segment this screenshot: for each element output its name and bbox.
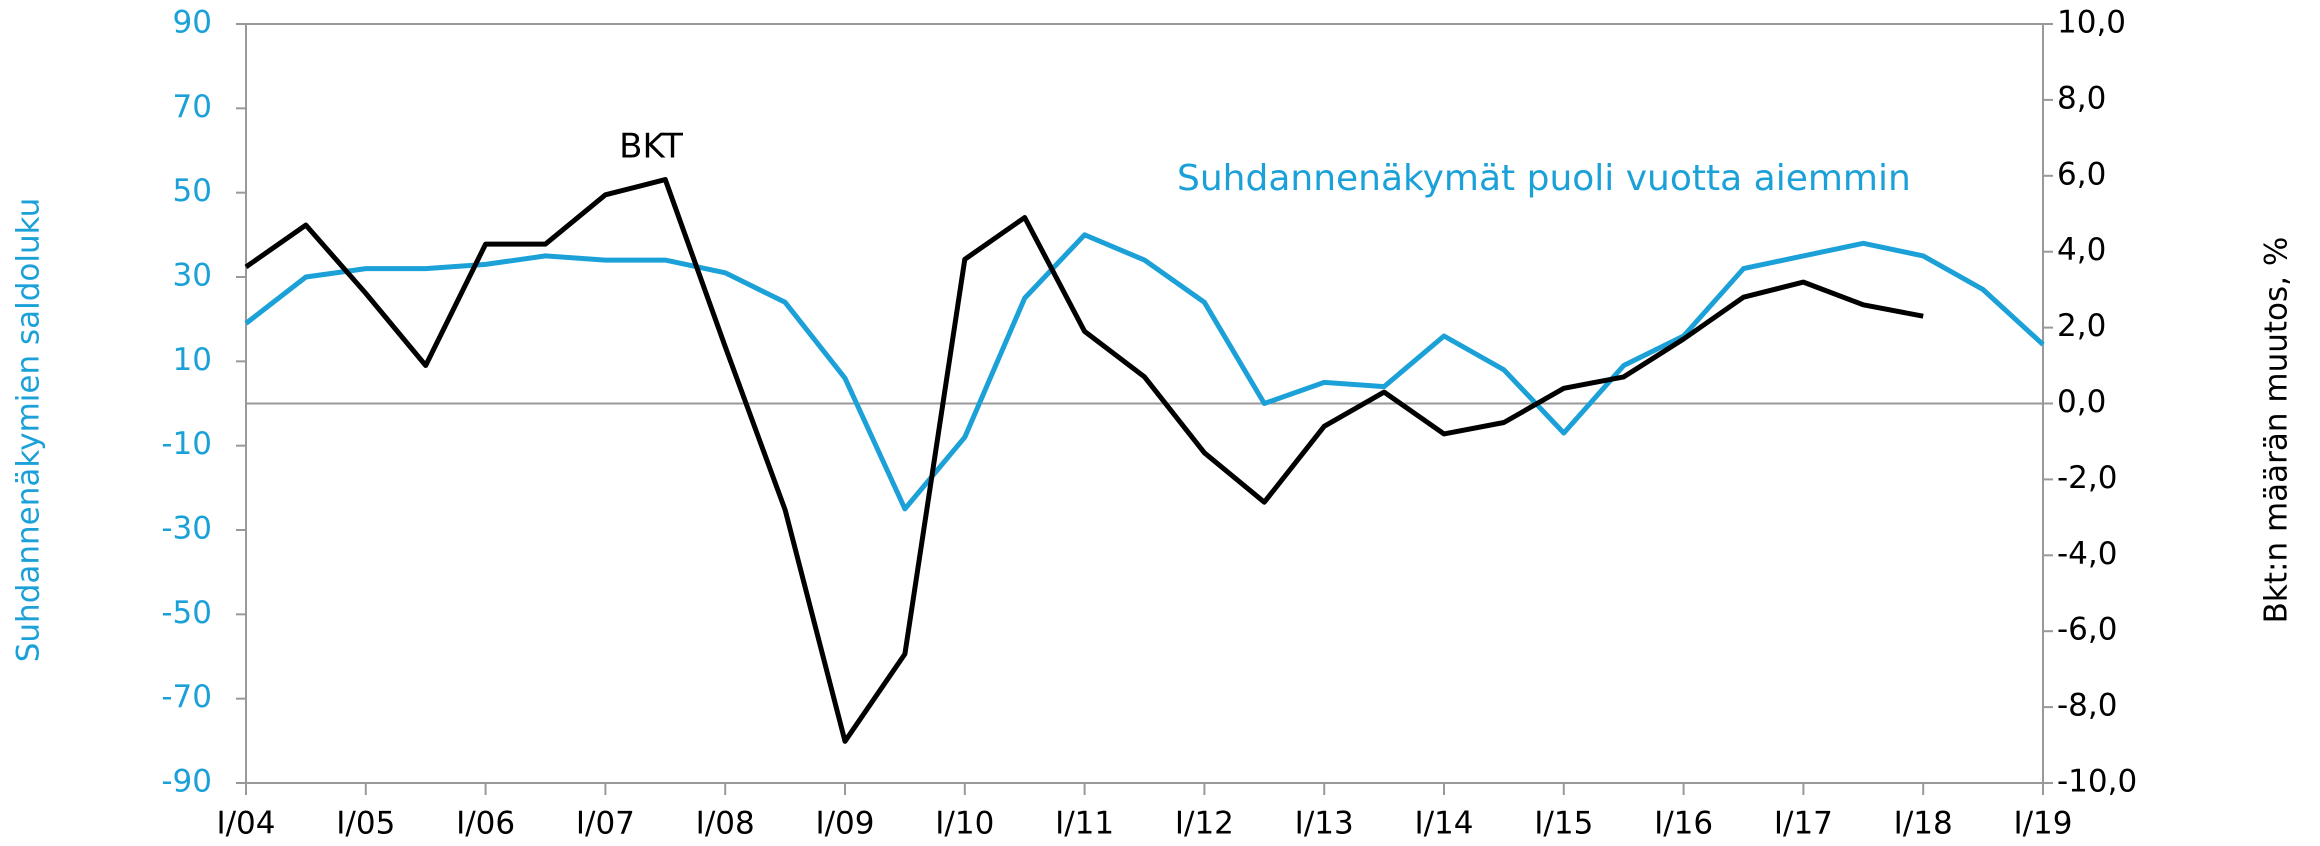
y-axis-label: Suhdannenäkymien saldoluku xyxy=(11,198,47,663)
y2-tick-label: 10,0 xyxy=(2057,5,2126,41)
x-tick-label: I/14 xyxy=(1414,806,1473,842)
y-tick-label: -90 xyxy=(161,764,212,800)
x-tick-label: I/13 xyxy=(1295,806,1354,842)
y2-tick-label: -10,0 xyxy=(2057,764,2137,800)
y-tick-label: -70 xyxy=(161,679,212,715)
x-tick-label: I/07 xyxy=(576,806,635,842)
y2-tick-label: 8,0 xyxy=(2057,80,2106,116)
y2-tick-label: -2,0 xyxy=(2057,460,2118,496)
y2-tick-label: 4,0 xyxy=(2057,232,2106,268)
y2-tick-label: 0,0 xyxy=(2057,384,2106,420)
series-label: BKT xyxy=(619,127,683,167)
x-tick-label: I/16 xyxy=(1654,806,1713,842)
y-tick-label: 10 xyxy=(173,342,212,378)
y2-axis-label: Bkt:n määrän muutos, % xyxy=(2259,237,2295,624)
x-tick-label: I/19 xyxy=(2013,806,2072,842)
x-tick-label: I/12 xyxy=(1175,806,1234,842)
x-tick-label: I/05 xyxy=(336,806,395,842)
x-tick-label: I/09 xyxy=(815,806,874,842)
y2-tick-label: -6,0 xyxy=(2057,612,2118,648)
x-tick-label: I/04 xyxy=(216,806,275,842)
series-line xyxy=(244,232,2045,512)
x-tick-label: I/06 xyxy=(456,806,515,842)
y2-tick-label: -8,0 xyxy=(2057,688,2118,724)
y-tick-label: -10 xyxy=(161,426,212,462)
y-tick-label: 90 xyxy=(173,5,212,41)
y-tick-label: 50 xyxy=(173,173,212,209)
y2-tick-label: 6,0 xyxy=(2057,156,2106,192)
y-tick-label: 30 xyxy=(173,258,212,294)
x-tick-label: I/10 xyxy=(935,806,994,842)
y-tick-label: -50 xyxy=(161,595,212,631)
x-tick-label: I/08 xyxy=(696,806,755,842)
y-tick-label: -30 xyxy=(161,511,212,547)
y2-tick-label: 2,0 xyxy=(2057,308,2106,344)
x-tick-label: I/11 xyxy=(1055,806,1114,842)
x-tick-label: I/18 xyxy=(1894,806,1953,842)
y-tick-label: 70 xyxy=(173,89,212,125)
series-label: Suhdannenäkymät puoli vuotta aiemmin xyxy=(1177,158,1911,199)
y2-tick-label: -4,0 xyxy=(2057,536,2118,572)
series-line xyxy=(244,177,1924,744)
x-tick-label: I/17 xyxy=(1774,806,1833,842)
x-tick-label: I/15 xyxy=(1534,806,1593,842)
